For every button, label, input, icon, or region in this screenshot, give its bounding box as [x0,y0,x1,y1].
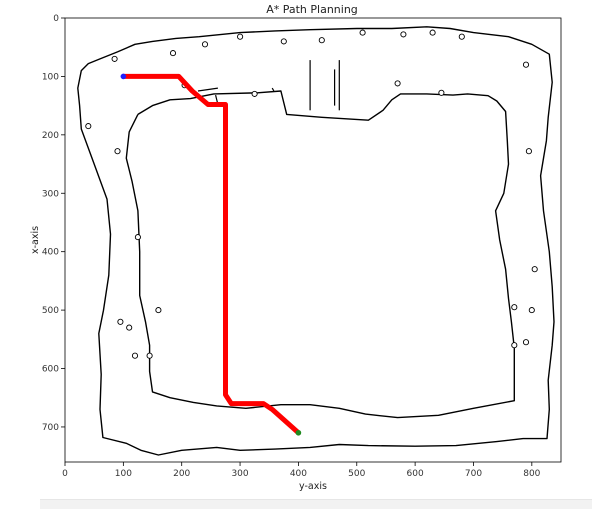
obstacle-circle [438,89,445,96]
x-tick-label: 800 [523,469,540,479]
obstacle-circle [134,234,141,241]
obstacle-circle [528,307,535,314]
x-tick-label: 100 [115,469,132,479]
start-point [120,73,127,80]
obstacle-circle [458,33,465,40]
partition-wall [271,87,275,92]
plot-area [64,17,562,463]
planned-path [120,73,301,436]
obstacle-circle [525,148,532,155]
x-axis-label: y-axis [299,481,327,492]
obstacle-circle [429,29,436,36]
obstacle-circle [126,324,133,331]
x-tick-label: 200 [173,469,190,479]
marker-layer [120,73,302,436]
obstacle-circle [114,148,121,155]
obstacle-circle [318,37,325,44]
y-axis-label: x-axis [30,226,41,254]
y-tick-label: 100 [42,72,59,82]
obstacle-circle [522,61,530,68]
obstacle-circle [237,33,244,40]
obstacle-circle [522,339,530,346]
obstacle-circle [111,55,118,62]
x-axis-ticks: 0 100 200 300 400 500 600 700 800 [62,462,541,479]
obstacle-circle [531,266,538,273]
y-axis-ticks: 0 100 200 300 400 500 600 700 [42,14,65,433]
obstacle-circle [400,31,407,38]
obstacle-circle [131,352,139,359]
x-tick-label: 300 [231,469,248,479]
bottom-strip [40,499,592,509]
y-tick-label: 300 [42,189,59,199]
obstacle-circle [85,123,92,130]
y-tick-label: 200 [42,131,59,141]
obstacle-circle [117,318,124,325]
x-tick-label: 600 [407,469,424,479]
y-tick-label: 600 [42,365,59,375]
x-tick-label: 500 [348,469,365,479]
obstacle-circle [146,352,153,359]
obstacle-circle [511,342,518,349]
partition-wall [197,87,218,92]
obstacle-circle [359,29,366,36]
path-layer [120,73,301,436]
obstacle-circle [155,307,162,314]
outer-wall [77,26,555,456]
obstacle-circle [511,304,518,311]
obstacle-circle [280,38,287,45]
y-tick-label: 0 [53,14,59,24]
y-tick-label: 500 [42,306,59,316]
chart-title: A* Path Planning [266,3,358,16]
x-tick-label: 400 [290,469,307,479]
obstacle-circle [169,50,177,57]
y-tick-label: 400 [42,248,59,258]
obstacle-circle [201,41,209,48]
obstacle-circle [394,80,401,87]
x-tick-label: 700 [465,469,482,479]
obstacle-circle [251,90,258,97]
y-tick-label: 700 [42,423,59,433]
x-tick-label: 0 [62,469,68,479]
goal-point [295,429,302,436]
